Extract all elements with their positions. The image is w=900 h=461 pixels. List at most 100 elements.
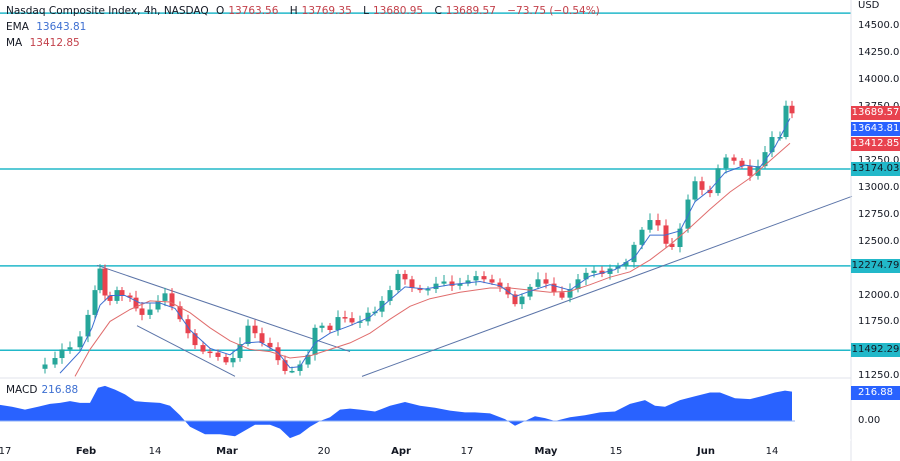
- candle: [685, 199, 691, 229]
- price-tick: 12000.00: [858, 289, 900, 301]
- candle: [312, 327, 318, 355]
- time-tick: 17: [0, 446, 12, 457]
- candle: [127, 295, 133, 298]
- time-tick: 15: [609, 446, 623, 457]
- candle: [489, 279, 495, 283]
- candle: [707, 189, 713, 194]
- candle: [267, 342, 273, 348]
- candle: [639, 229, 645, 245]
- candle: [417, 287, 423, 291]
- ma-row[interactable]: MA 13412.85: [6, 37, 80, 49]
- candle: [259, 333, 265, 343]
- candle: [402, 273, 408, 280]
- candle: [230, 358, 236, 363]
- trendline[interactable]: [96, 264, 351, 353]
- time-tick: 20: [317, 446, 331, 457]
- candle: [519, 296, 525, 305]
- low-value: 13680.95: [372, 5, 424, 17]
- candle: [237, 344, 243, 359]
- candle: [97, 268, 103, 291]
- macd-zero-label: 0.00: [858, 415, 881, 426]
- symbol-title[interactable]: Nasdaq Composite Index, 4h, NASDAQ: [6, 5, 209, 17]
- candle: [739, 160, 745, 167]
- candle: [473, 276, 479, 281]
- time-tick: 14: [765, 446, 779, 457]
- time-tick: 14: [148, 446, 162, 457]
- candle: [349, 318, 355, 323]
- price-tick: 11250.00: [858, 370, 900, 382]
- candle: [305, 354, 311, 365]
- candle: [535, 279, 541, 287]
- price-tag: 13689.57: [851, 106, 900, 120]
- candle: [169, 293, 175, 307]
- candle: [789, 105, 795, 114]
- candle: [245, 325, 251, 345]
- candle: [647, 220, 653, 230]
- candlesticks: [42, 100, 795, 376]
- candle: [543, 279, 549, 284]
- candle: [133, 297, 139, 309]
- price-tick: 11750.00: [858, 316, 900, 328]
- price-tick: 12750.00: [858, 208, 900, 220]
- price-tag: 11492.29: [851, 343, 900, 358]
- candle: [52, 358, 58, 365]
- ma-line: [74, 142, 791, 377]
- candle: [42, 364, 48, 369]
- candle: [77, 336, 83, 348]
- candle: [365, 312, 371, 322]
- candle: [623, 262, 629, 267]
- high-value: 13769.35: [301, 5, 352, 17]
- price-tick: 13000.00: [858, 181, 900, 193]
- candle: [567, 289, 573, 298]
- time-tick: Jun: [697, 446, 715, 457]
- candle: [457, 283, 463, 286]
- candle: [215, 352, 221, 357]
- candle: [677, 228, 683, 247]
- candle: [155, 300, 161, 310]
- trendlines: [96, 195, 853, 377]
- candle: [207, 351, 213, 354]
- time-tick: Apr: [391, 446, 411, 457]
- candle: [449, 281, 455, 286]
- macd-legend[interactable]: MACD 216.88: [6, 384, 79, 396]
- candle: [59, 349, 65, 359]
- candle: [223, 356, 229, 363]
- candle: [107, 295, 113, 301]
- horizontal-levels: [0, 12, 851, 351]
- candle: [762, 152, 768, 167]
- price-tick: 12500.00: [858, 235, 900, 247]
- candle: [769, 137, 775, 153]
- candle: [395, 273, 401, 291]
- chart-legend: Nasdaq Composite Index, 4h, NASDAQ O 1376…: [6, 3, 604, 51]
- candle: [631, 244, 637, 263]
- candle: [692, 181, 698, 200]
- ohlc-row: Nasdaq Composite Index, 4h, NASDAQ O 1376…: [6, 5, 600, 17]
- candle: [512, 294, 518, 305]
- candle: [783, 105, 789, 138]
- candle: [319, 325, 325, 328]
- trendline[interactable]: [361, 195, 853, 377]
- candle: [433, 283, 439, 290]
- candle: [723, 157, 729, 169]
- candle: [559, 292, 565, 298]
- candle: [551, 283, 557, 293]
- candle: [497, 282, 503, 287]
- time-tick: May: [534, 446, 558, 457]
- candle: [583, 272, 589, 280]
- candle: [177, 306, 183, 320]
- candle: [119, 290, 125, 296]
- price-tag: 13643.81: [851, 122, 900, 136]
- ema-row[interactable]: EMA 13643.81: [6, 21, 87, 33]
- candle: [731, 157, 737, 161]
- price-tick: 13250.00: [858, 154, 900, 166]
- macd-value-tag: 216.88: [851, 386, 900, 400]
- candle: [699, 181, 705, 190]
- candle: [139, 308, 145, 315]
- candle: [591, 270, 597, 273]
- candle: [162, 293, 168, 301]
- candle: [465, 280, 471, 284]
- candle: [335, 317, 341, 330]
- candle: [85, 314, 91, 337]
- trendline[interactable]: [136, 325, 236, 377]
